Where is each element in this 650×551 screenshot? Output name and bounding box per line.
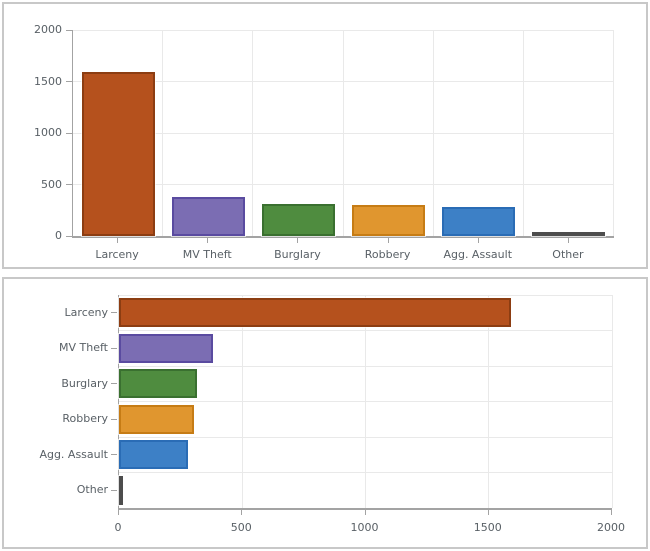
- bar-other[interactable]: [119, 475, 124, 505]
- y-axis-tick: [66, 29, 72, 31]
- y-axis-tick-label: 1000: [34, 126, 62, 139]
- vertical-bar-chart-panel: 0 500 1000 1500 2000 Larceny MV Theft Burglary R…: [2, 2, 648, 269]
- gridline-horizontal: [119, 365, 612, 367]
- x-category-label: Larceny: [95, 248, 139, 261]
- gridline-horizontal: [73, 81, 614, 82]
- x-axis-tick: [297, 238, 299, 243]
- x-axis-tick-label: 0: [114, 521, 122, 534]
- y-axis-tick: [66, 132, 72, 134]
- gridline-horizontal: [119, 401, 612, 402]
- bar-mv-theft[interactable]: [119, 333, 213, 363]
- bar-other[interactable]: [532, 232, 606, 236]
- gridline-vertical: [252, 30, 254, 236]
- x-category-label: Robbery: [364, 248, 411, 261]
- gridline-vertical: [432, 30, 434, 236]
- x-category-label: Other: [552, 248, 584, 261]
- plot-area: [72, 29, 614, 238]
- y-axis-tick: [66, 235, 72, 237]
- plot-area: [118, 295, 613, 510]
- y-category-label: Larceny: [64, 305, 108, 319]
- y-axis-tick: [111, 312, 117, 314]
- x-axis-tick: [611, 510, 612, 515]
- y-axis-tick: [111, 454, 117, 456]
- x-axis-tick: [118, 510, 119, 515]
- y-axis-tick: [66, 81, 72, 82]
- x-category-label: Agg. Assault: [443, 248, 513, 261]
- gridline-horizontal: [119, 436, 612, 438]
- horizontal-bar-chart-panel: Larceny MV Theft Burglary Robbery Agg. Assau…: [2, 277, 648, 549]
- y-category-label: Robbery: [62, 412, 108, 426]
- y-axis-tick: [111, 489, 117, 491]
- x-axis-tick: [487, 510, 489, 515]
- y-axis-tick-label: 0: [55, 229, 62, 242]
- y-category-label: Other: [76, 483, 108, 497]
- x-axis-tick: [117, 238, 119, 243]
- gridline-horizontal: [119, 295, 612, 296]
- bar-mv-theft[interactable]: [171, 196, 245, 236]
- y-axis-tick-label: 2000: [34, 23, 62, 36]
- bar-agg-assault[interactable]: [442, 207, 516, 236]
- x-category-label: MV Theft: [182, 248, 232, 261]
- y-axis-tick: [111, 418, 117, 420]
- bar-larceny[interactable]: [119, 298, 511, 328]
- x-axis-tick: [207, 238, 209, 243]
- bar-burglary[interactable]: [119, 369, 197, 399]
- gridline-vertical: [522, 30, 524, 236]
- x-category-label: Burglary: [274, 248, 321, 261]
- horizontal-bar-chart: Larceny MV Theft Burglary Robbery Agg. Assau…: [4, 279, 646, 547]
- vertical-bar-chart: 0 500 1000 1500 2000 Larceny MV Theft Burglary R…: [4, 4, 646, 267]
- y-axis-tick-label: 1500: [34, 74, 62, 88]
- x-axis-tick-label: 500: [230, 521, 252, 534]
- bar-agg-assault[interactable]: [119, 440, 189, 470]
- gridline-horizontal: [73, 29, 614, 31]
- x-axis-tick-label: 1500: [473, 521, 502, 534]
- y-category-label: Agg. Assault: [39, 447, 108, 461]
- bar-robbery[interactable]: [352, 204, 426, 236]
- y-axis-tick-label: 500: [41, 177, 62, 191]
- x-axis-tick: [364, 510, 366, 515]
- y-axis-tick: [66, 184, 72, 185]
- bar-burglary[interactable]: [261, 203, 335, 236]
- x-axis-tick-label: 2000: [597, 521, 625, 534]
- x-axis-tick: [387, 238, 389, 243]
- gridline-vertical: [613, 30, 614, 236]
- bar-robbery[interactable]: [119, 404, 195, 434]
- bar-larceny[interactable]: [81, 72, 155, 236]
- x-axis-tick: [567, 238, 569, 243]
- y-category-label: MV Theft: [59, 341, 108, 355]
- y-category-label: Burglary: [61, 376, 108, 390]
- gridline-vertical: [342, 30, 344, 236]
- gridline-horizontal: [73, 184, 614, 185]
- x-axis-tick-label: 1000: [350, 521, 379, 534]
- x-axis-tick: [477, 238, 479, 243]
- gridline-horizontal: [119, 330, 612, 331]
- x-axis-tick: [241, 510, 243, 515]
- y-axis-tick: [111, 347, 117, 349]
- gridline-horizontal: [73, 132, 614, 134]
- y-axis-tick: [111, 383, 117, 385]
- gridline-horizontal: [119, 472, 612, 473]
- gridline-vertical: [162, 30, 164, 236]
- gridline-vertical: [611, 295, 613, 508]
